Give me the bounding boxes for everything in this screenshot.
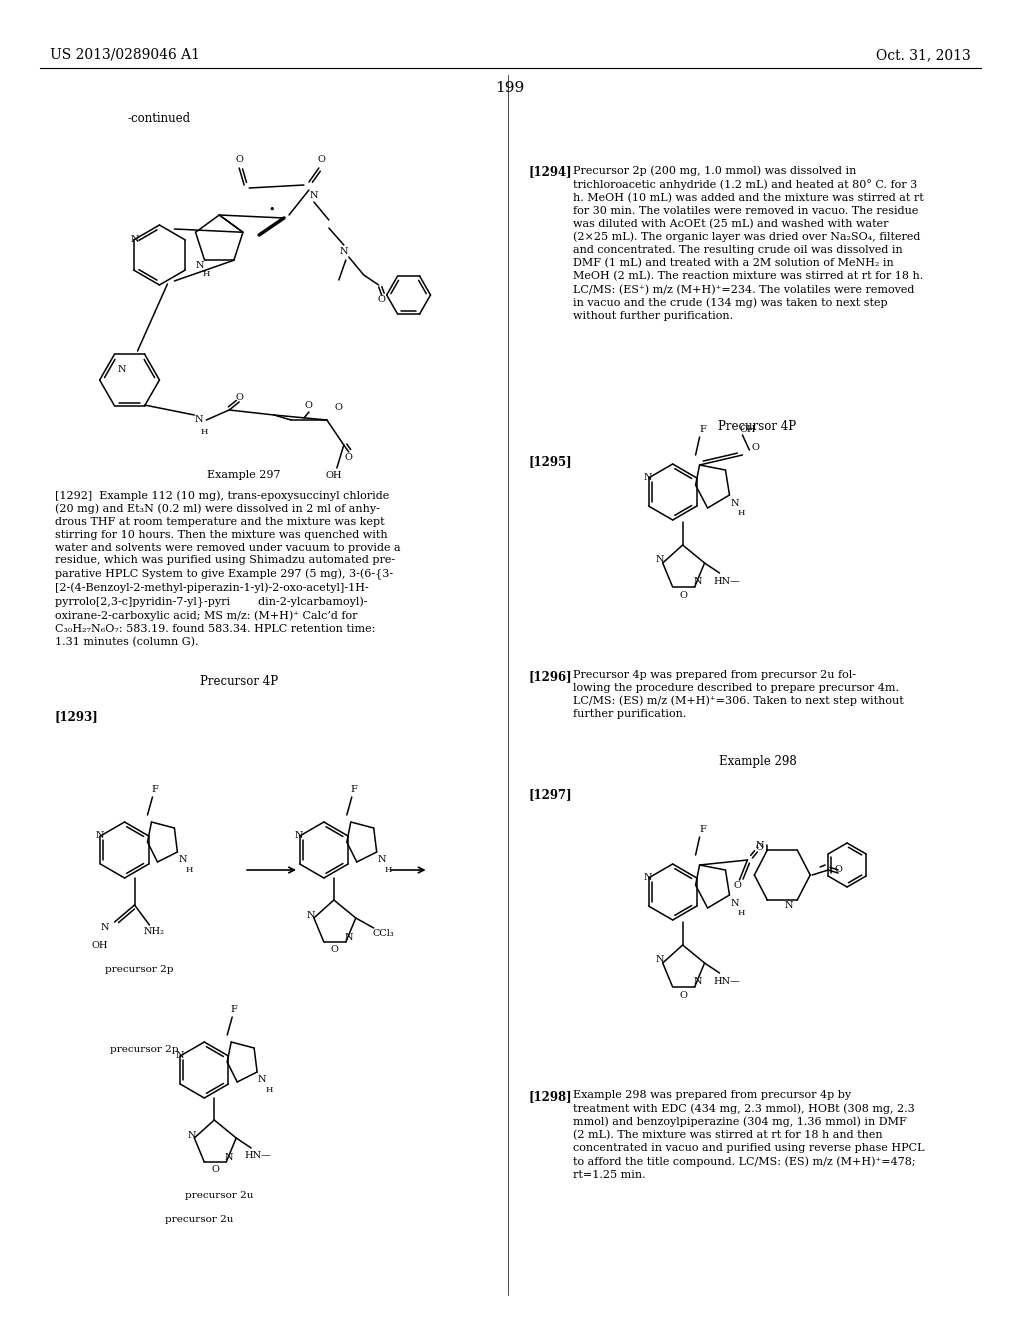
Text: Example 297: Example 297 [208,470,281,480]
Text: HN—: HN— [245,1151,271,1160]
Text: N: N [95,830,103,840]
Text: H: H [385,866,392,874]
Text: O: O [752,444,760,453]
Text: O: O [345,454,352,462]
Text: F: F [350,785,357,795]
Text: OH: OH [326,470,342,479]
Text: Precursor 4p was prepared from precursor 2u fol-
lowing the procedure described : Precursor 4p was prepared from precursor… [573,671,904,719]
Text: O: O [317,156,326,165]
Text: Oct. 31, 2013: Oct. 31, 2013 [876,48,971,62]
Text: N: N [225,1152,233,1162]
Text: N: N [655,556,664,565]
Text: [1297]: [1297] [528,788,571,801]
Text: [1292]  Example 112 (10 mg), trans-epoxysuccinyl chloride
(20 mg) and Et₃N (0.2 : [1292] Example 112 (10 mg), trans-epoxys… [55,490,400,647]
Text: N: N [755,841,764,850]
Text: N: N [340,248,348,256]
Text: N: N [178,855,186,865]
Text: Example 298: Example 298 [719,755,797,768]
Text: N: N [130,235,139,244]
Text: OH: OH [739,425,756,434]
Text: O: O [378,296,386,305]
Text: H: H [737,510,745,517]
Text: [1298]: [1298] [528,1090,571,1104]
Text: O: O [335,404,343,412]
Text: Example 298 was prepared from precursor 4p by
treatment with EDC (434 mg, 2.3 mm: Example 298 was prepared from precursor … [573,1090,925,1180]
Text: F: F [230,1006,238,1015]
Text: N: N [655,956,664,965]
Text: N: N [196,261,204,269]
Text: O: O [756,843,763,853]
Text: O: O [733,880,741,890]
Text: precursor 2u: precursor 2u [165,1214,233,1224]
Text: H: H [265,1086,272,1094]
Text: N: N [344,932,353,941]
Text: Precursor 4P: Precursor 4P [718,420,797,433]
Text: H: H [201,428,208,436]
Text: HN—: HN— [713,577,740,586]
Text: N: N [730,899,738,908]
Text: US 2013/0289046 A1: US 2013/0289046 A1 [50,48,200,62]
Text: F: F [151,785,158,795]
Text: O: O [680,590,687,599]
Text: N: N [195,416,204,425]
Text: N: N [730,499,738,507]
Text: H: H [185,866,194,874]
Text: precursor 2p: precursor 2p [111,1045,179,1053]
Text: N: N [785,900,794,909]
Text: O: O [835,866,842,874]
Text: CCl₃: CCl₃ [373,928,394,937]
Text: O: O [305,400,313,409]
Text: O: O [211,1166,219,1175]
Text: N: N [175,1051,183,1060]
Text: precursor 2u: precursor 2u [185,1191,253,1200]
Text: •: • [269,205,275,215]
Text: N: N [643,474,652,483]
Text: N: N [295,830,303,840]
Text: O: O [236,393,243,403]
Text: HN—: HN— [713,977,740,986]
Text: N: N [309,190,318,199]
Text: Precursor 4P: Precursor 4P [200,675,279,688]
Text: N: N [693,978,701,986]
Text: N: N [643,874,652,883]
Text: F: F [699,825,706,834]
Text: [1294]: [1294] [528,165,571,178]
Text: N: N [118,366,126,375]
Text: F: F [699,425,706,434]
Text: [1295]: [1295] [528,455,571,469]
Text: Precursor 2p (200 mg, 1.0 mmol) was dissolved in
trichloroacetic anhydride (1.2 : Precursor 2p (200 mg, 1.0 mmol) was diss… [573,165,924,321]
Text: N: N [693,578,701,586]
Text: H: H [737,909,745,917]
Text: O: O [236,156,243,165]
Text: N: N [100,924,109,932]
Text: O: O [680,990,687,999]
Text: precursor 2p: precursor 2p [105,965,174,974]
Text: N: N [187,1130,196,1139]
Text: O: O [331,945,339,954]
Text: -continued: -continued [128,111,191,124]
Text: N: N [306,911,315,920]
Text: 199: 199 [496,81,525,95]
Text: H: H [203,271,210,279]
Text: N: N [378,855,386,865]
Text: NH₂: NH₂ [144,928,165,936]
Text: OH: OH [91,940,108,949]
Text: N: N [258,1076,266,1085]
Text: [1293]: [1293] [55,710,98,723]
Text: [1296]: [1296] [528,671,571,682]
